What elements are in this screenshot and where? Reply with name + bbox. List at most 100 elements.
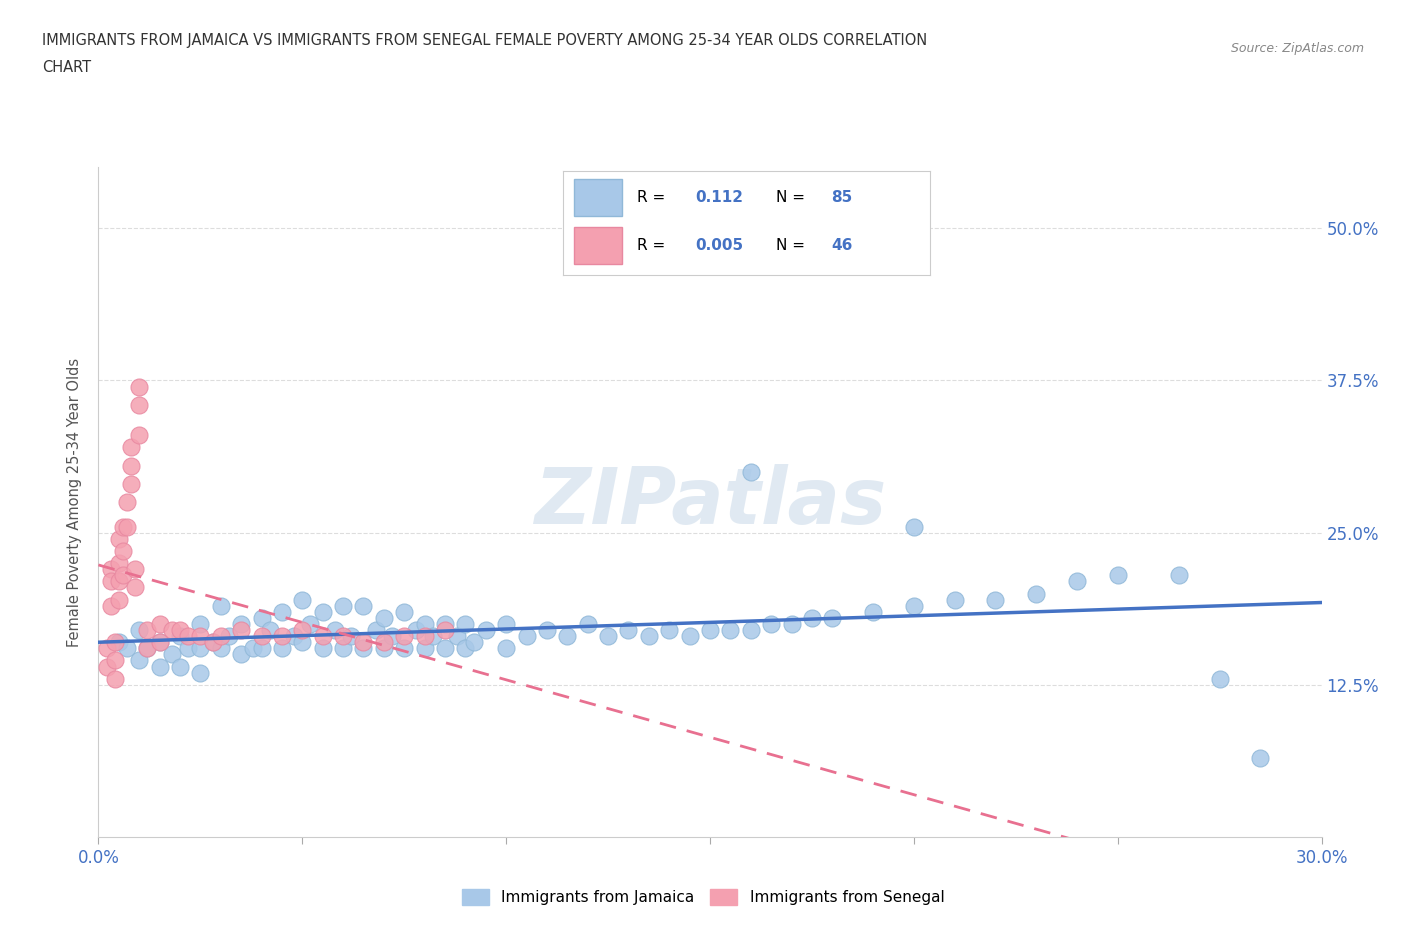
Point: [312, 641, 335, 656]
Point: [801, 610, 824, 625]
Point: [104, 635, 127, 650]
Point: [136, 641, 159, 656]
Point: [1249, 751, 1271, 765]
Point: [169, 659, 191, 674]
Point: [115, 519, 138, 534]
Point: [323, 622, 346, 637]
Point: [352, 598, 374, 613]
Point: [201, 635, 224, 650]
Point: [332, 641, 354, 656]
Point: [177, 629, 200, 644]
Point: [405, 622, 427, 637]
Point: [259, 622, 281, 637]
Point: [454, 617, 477, 631]
Text: Source: ZipAtlas.com: Source: ZipAtlas.com: [1230, 42, 1364, 55]
Point: [364, 622, 387, 637]
Point: [149, 635, 172, 650]
Point: [373, 610, 395, 625]
Point: [120, 476, 142, 491]
Point: [474, 622, 498, 637]
Point: [740, 622, 762, 637]
Point: [413, 641, 436, 656]
Point: [100, 562, 122, 577]
Point: [617, 622, 640, 637]
Point: [124, 562, 146, 577]
Point: [1025, 586, 1047, 601]
Point: [576, 617, 599, 631]
Point: [454, 641, 477, 656]
Point: [392, 641, 416, 656]
Point: [381, 629, 404, 644]
Point: [160, 647, 183, 662]
Point: [340, 629, 363, 644]
Point: [188, 629, 212, 644]
Point: [984, 592, 1007, 607]
Point: [242, 641, 264, 656]
Point: [270, 629, 294, 644]
Point: [128, 379, 150, 394]
Point: [128, 653, 150, 668]
Point: [111, 568, 134, 583]
Point: [231, 622, 253, 637]
Point: [169, 622, 191, 637]
Point: [111, 519, 134, 534]
Text: ZIPatlas: ZIPatlas: [534, 464, 886, 540]
Point: [392, 629, 416, 644]
Point: [516, 629, 538, 644]
Text: CHART: CHART: [42, 60, 91, 75]
Point: [136, 641, 159, 656]
Point: [104, 653, 127, 668]
Point: [1066, 574, 1088, 589]
Point: [201, 635, 224, 650]
Point: [124, 580, 146, 595]
Point: [434, 641, 457, 656]
Point: [96, 659, 118, 674]
Point: [188, 641, 212, 656]
Point: [495, 641, 517, 656]
Point: [463, 635, 485, 650]
Point: [299, 617, 322, 631]
Point: [1167, 568, 1189, 583]
Point: [108, 635, 131, 650]
Point: [291, 622, 314, 637]
Point: [128, 622, 150, 637]
Point: [188, 665, 212, 680]
Point: [250, 629, 273, 644]
Point: [115, 641, 138, 656]
Point: [104, 671, 127, 686]
Point: [413, 617, 436, 631]
Text: IMMIGRANTS FROM JAMAICA VS IMMIGRANTS FROM SENEGAL FEMALE POVERTY AMONG 25-34 YE: IMMIGRANTS FROM JAMAICA VS IMMIGRANTS FR…: [42, 33, 928, 47]
Point: [120, 458, 142, 473]
Point: [115, 495, 138, 510]
Point: [434, 617, 457, 631]
Point: [780, 617, 803, 631]
Point: [177, 641, 200, 656]
Point: [108, 574, 131, 589]
Point: [312, 604, 335, 619]
Point: [209, 641, 232, 656]
Point: [312, 629, 335, 644]
Point: [136, 622, 159, 637]
Legend: Immigrants from Jamaica, Immigrants from Senegal: Immigrants from Jamaica, Immigrants from…: [454, 882, 952, 913]
Point: [209, 598, 232, 613]
Point: [231, 617, 253, 631]
Point: [557, 629, 579, 644]
Point: [422, 629, 444, 644]
Point: [149, 659, 172, 674]
Point: [100, 598, 122, 613]
Point: [209, 629, 232, 644]
Point: [270, 604, 294, 619]
Point: [434, 622, 457, 637]
Point: [392, 604, 416, 619]
Point: [1209, 671, 1232, 686]
Point: [638, 629, 661, 644]
Point: [373, 641, 395, 656]
Point: [250, 641, 273, 656]
Point: [111, 543, 134, 558]
Point: [149, 617, 172, 631]
Point: [218, 629, 240, 644]
Point: [862, 604, 884, 619]
Point: [231, 647, 253, 662]
Point: [536, 622, 558, 637]
Point: [100, 574, 122, 589]
